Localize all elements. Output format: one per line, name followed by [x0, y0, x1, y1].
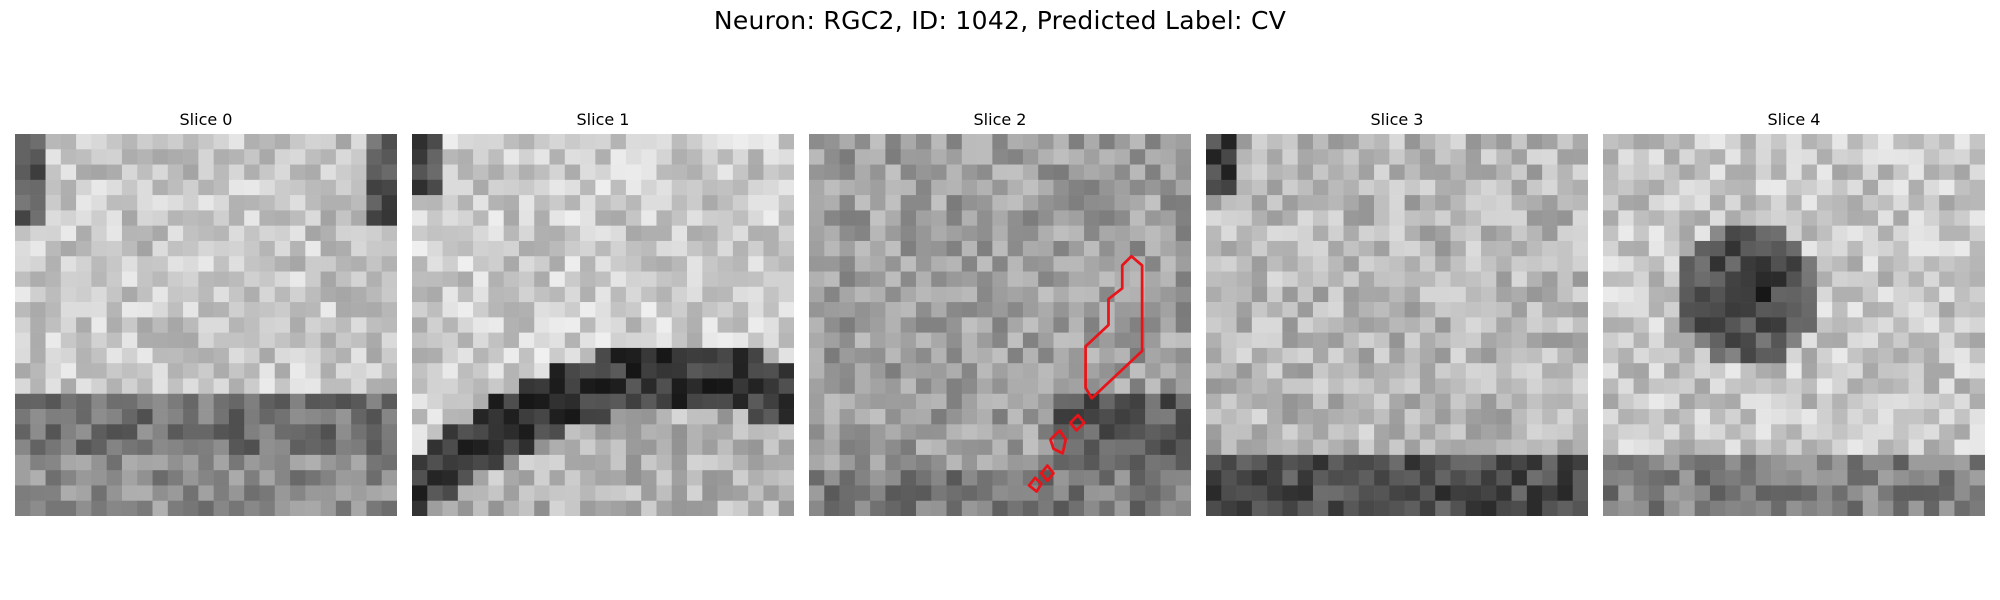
roi-contour-0	[1084, 254, 1144, 400]
slice-3-image	[1206, 134, 1588, 516]
slice-title-0: Slice 0	[179, 110, 233, 129]
slice-title-2: Slice 2	[973, 110, 1027, 129]
roi-contour-1	[1068, 413, 1086, 432]
slice-title-4: Slice 4	[1767, 110, 1821, 129]
slice-1-image	[412, 134, 794, 516]
roi-contour-3	[1039, 464, 1055, 483]
slice-title-3: Slice 3	[1370, 110, 1424, 129]
slice-4-image	[1603, 134, 1985, 516]
figure-title: Neuron: RGC2, ID: 1042, Predicted Label:…	[713, 6, 1287, 35]
slice-title-1: Slice 1	[576, 110, 630, 129]
roi-contour-4	[1027, 476, 1043, 493]
roi-contour-2	[1049, 429, 1068, 455]
slice-0-image	[15, 134, 397, 516]
slice-2-image	[809, 134, 1191, 516]
